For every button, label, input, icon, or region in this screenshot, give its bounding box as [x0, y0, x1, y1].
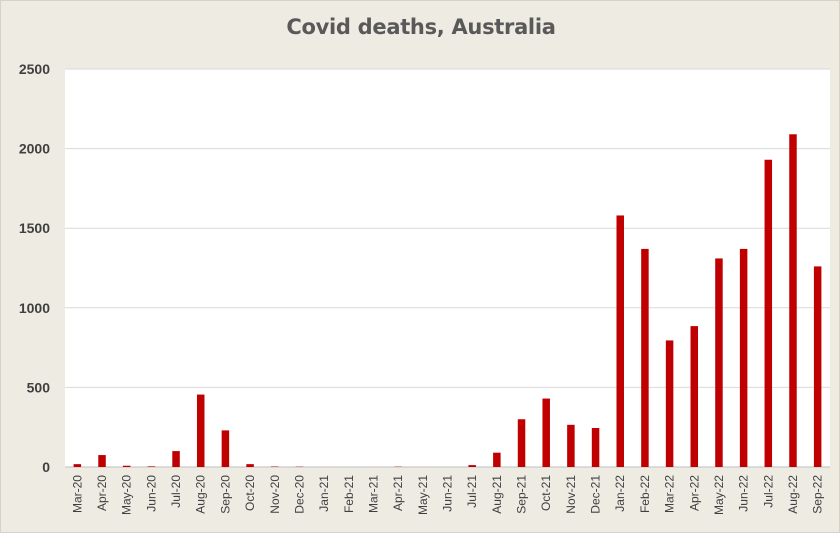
bar-jun-20 [148, 466, 156, 467]
x-tick-label: Jun-21 [441, 475, 455, 512]
x-tick-label: Aug-20 [194, 475, 208, 514]
bar-jul-21 [468, 465, 476, 467]
bar-sep-22 [814, 266, 822, 467]
bar-jul-20 [172, 451, 180, 467]
x-tick-label: Jul-22 [761, 475, 775, 508]
bar-jul-22 [765, 160, 773, 467]
x-tick-label: Apr-22 [687, 475, 701, 511]
y-tick-label: 1500 [19, 220, 50, 236]
x-tick-label: Apr-21 [391, 475, 405, 511]
bar-apr-20 [98, 455, 106, 467]
x-tick-label: Dec-21 [589, 475, 603, 514]
bar-may-20 [123, 466, 130, 467]
x-tick-label: Apr-20 [95, 475, 109, 511]
x-tick-label: Jun-22 [737, 475, 751, 512]
x-tick-label: Nov-21 [564, 475, 578, 514]
x-tick-label: Jan-21 [317, 475, 331, 512]
x-tick-label: Mar-21 [366, 475, 380, 513]
y-tick-label: 500 [27, 379, 51, 395]
x-tick-label: May-20 [120, 475, 134, 515]
x-tick-label: Feb-21 [342, 475, 356, 513]
bar-dec-21 [592, 428, 600, 467]
x-tick-label: Aug-21 [490, 475, 504, 514]
x-tick-label: Feb-22 [638, 475, 652, 513]
bar-oct-21 [542, 399, 550, 467]
x-tick-label: Nov-20 [268, 475, 282, 514]
y-tick-label: 2000 [19, 141, 50, 157]
x-tick-label: Jul-21 [465, 475, 479, 508]
bar-mar-20 [74, 464, 82, 467]
bar-sep-21 [518, 419, 526, 467]
x-tick-label: Oct-21 [539, 475, 553, 511]
y-tick-label: 1000 [19, 300, 50, 316]
bar-oct-20 [246, 464, 254, 467]
x-tick-label: Mar-22 [663, 475, 677, 513]
x-tick-label: Oct-20 [243, 475, 257, 511]
x-tick-label: Sep-20 [218, 475, 232, 514]
bar-aug-21 [493, 453, 501, 467]
bar-jun-22 [740, 249, 748, 467]
x-tick-label: Sep-22 [811, 475, 825, 514]
bar-may-22 [715, 258, 723, 467]
x-tick-label: Aug-22 [786, 475, 800, 514]
x-tick-label: May-21 [416, 475, 430, 515]
bar-feb-22 [641, 249, 649, 467]
bar-aug-22 [789, 134, 797, 467]
x-tick-label: Jul-20 [169, 475, 183, 508]
x-tick-label: Mar-20 [70, 475, 84, 513]
bar-jan-22 [616, 215, 624, 467]
bar-nov-21 [567, 425, 575, 467]
x-tick-label: May-22 [712, 475, 726, 515]
bar-apr-22 [691, 326, 699, 467]
bar-sep-20 [222, 430, 230, 467]
x-tick-label: Sep-21 [515, 475, 529, 514]
bar-aug-20 [197, 395, 205, 467]
bar-mar-22 [666, 340, 674, 467]
y-tick-label: 2500 [19, 61, 50, 77]
x-tick-label: Jan-22 [613, 475, 627, 512]
y-tick-label: 0 [42, 459, 50, 475]
x-tick-label: Dec-20 [292, 475, 306, 514]
x-tick-label: Jun-20 [144, 475, 158, 512]
